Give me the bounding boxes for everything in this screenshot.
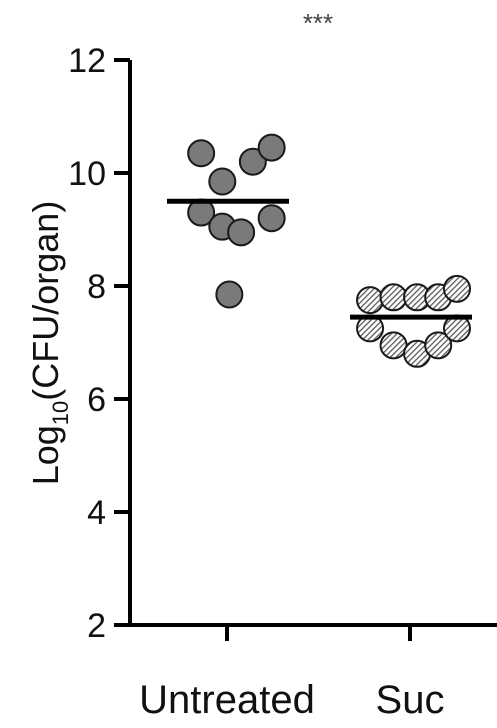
data-point-untreated: [227, 218, 256, 247]
y-tick-label: 8: [87, 268, 106, 306]
data-point-untreated: [187, 139, 216, 168]
y-tick-label: 4: [87, 494, 106, 532]
ylabel-main: Log: [25, 425, 66, 485]
y-tick-label: 6: [87, 381, 106, 419]
significance-label: ***: [303, 8, 333, 38]
y-tick-label: 2: [87, 607, 106, 645]
x-ticks: Untreated Suc: [139, 625, 444, 722]
data-point-suc: [379, 283, 408, 312]
y-tick-label: 10: [68, 155, 106, 193]
data-point-untreated: [215, 280, 244, 309]
data-points: [187, 133, 471, 368]
category-label: Untreated: [139, 678, 315, 722]
category-label: Suc: [376, 678, 445, 722]
data-point-untreated: [208, 167, 237, 196]
data-point-untreated: [257, 133, 286, 162]
data-point-suc: [356, 286, 385, 315]
significance-bar: ***: [235, 8, 404, 62]
y-tick-label: 12: [68, 42, 106, 80]
y-ticks: 2 4 6 8 10 12: [68, 42, 130, 645]
y-axis-title: Log10(CFU/organ): [25, 201, 73, 486]
axes: [128, 60, 497, 627]
data-point-untreated: [238, 147, 267, 176]
mean-lines: [167, 198, 472, 320]
data-point-suc: [379, 331, 408, 360]
data-point-untreated: [257, 204, 286, 233]
data-point-suc: [443, 274, 471, 303]
ylabel-rest: (CFU/organ): [25, 201, 66, 401]
data-point-suc: [424, 331, 453, 360]
svg-text:Log10(CFU/organ): Log10(CFU/organ): [25, 201, 73, 486]
ylabel-sub: 10: [48, 401, 73, 425]
